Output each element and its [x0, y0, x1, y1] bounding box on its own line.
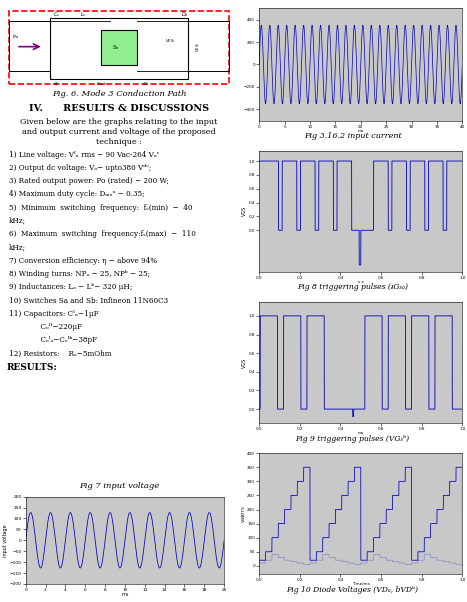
Text: $i_{Db}$: $i_{Db}$: [142, 81, 149, 88]
Text: IV.      RESULTS & DISCUSSIONS: IV. RESULTS & DISCUSSIONS: [29, 104, 209, 113]
Text: Cₒᴵₐ−Cₒᴵᵇ−38pF: Cₒᴵₐ−Cₒᴵᵇ−38pF: [9, 336, 98, 344]
Text: 4) Maximum duty cycle: Dₘₐˣ − 0.35;: 4) Maximum duty cycle: Dₘₐˣ − 0.35;: [9, 190, 145, 199]
Text: RESULTS:: RESULTS:: [7, 363, 58, 371]
Text: and output current and voltage of the proposed: and output current and voltage of the pr…: [22, 128, 216, 136]
Bar: [50, 18, 188, 79]
Text: Fig 7 input voltage: Fig 7 input voltage: [79, 482, 159, 490]
Text: $C_{ossb}$: $C_{ossb}$: [96, 81, 107, 88]
Text: Fig 9 triggering pulses (VGₛᵇ): Fig 9 triggering pulses (VGₛᵇ): [296, 435, 410, 442]
Text: 10) Switches Sa and Sb: Infineon 11N60C3: 10) Switches Sa and Sb: Infineon 11N60C3: [9, 296, 169, 305]
Y-axis label: VGS: VGS: [242, 206, 247, 216]
Text: 11) Capacitors: Cᴵₙ−1μF: 11) Capacitors: Cᴵₙ−1μF: [9, 309, 99, 318]
Text: 12) Resistors:    Rₒ−5mOhm: 12) Resistors: Rₒ−5mOhm: [9, 349, 112, 358]
Y-axis label: VWATTS: VWATTS: [242, 505, 246, 522]
Text: Fig. 6. Mode 3 Conduction Path: Fig. 6. Mode 3 Conduction Path: [52, 90, 186, 98]
Bar: [101, 31, 137, 64]
Text: 3) Rated output power: Po (rated) − 200 W;: 3) Rated output power: Po (rated) − 200 …: [9, 177, 169, 185]
Text: $C_s$: $C_s$: [53, 11, 60, 19]
Text: 8) Winding turns: NPₐ − 25, NPᵇ − 25;: 8) Winding turns: NPₐ − 25, NPᵇ − 25;: [9, 270, 150, 278]
Text: $V_{DSb}$: $V_{DSb}$: [195, 42, 202, 52]
Text: 7) Conversion efficiency: η − above 94%: 7) Conversion efficiency: η − above 94%: [9, 256, 157, 265]
Text: kHz;: kHz;: [9, 217, 26, 225]
X-axis label: ms: ms: [121, 592, 128, 597]
Text: Given below are the graphs relating to the input: Given below are the graphs relating to t…: [21, 119, 218, 126]
Text: Cₒᴵᵗ−220μF: Cₒᴵᵗ−220μF: [9, 323, 82, 331]
Text: Fig 3.16.2 input current: Fig 3.16.2 input current: [304, 132, 402, 140]
Text: $i_{Sb}$: $i_{Sb}$: [53, 81, 59, 88]
X-axis label: Time/ms: Time/ms: [352, 583, 370, 586]
Text: $L_s$: $L_s$: [80, 11, 86, 19]
X-axis label: ms: ms: [358, 431, 364, 435]
Y-axis label: VGS: VGS: [242, 358, 247, 368]
Text: kHz;: kHz;: [9, 243, 26, 252]
Text: 9) Inductances: Lₐ − Lᵇ− 320 μH;: 9) Inductances: Lₐ − Lᵇ− 320 μH;: [9, 283, 133, 291]
Text: technique :: technique :: [96, 138, 142, 146]
Text: $i_{Pa}$: $i_{Pa}$: [12, 33, 19, 42]
Text: 1) Line voltage: Vᴵₙ rms − 90 Vac-264 Vₐᶜ: 1) Line voltage: Vᴵₙ rms − 90 Vac-264 Vₐ…: [9, 150, 159, 159]
Text: Fig 8 triggering pulses (ᵻGₛₐ): Fig 8 triggering pulses (ᵻGₛₐ): [297, 284, 408, 291]
Text: $V_{DSb}$: $V_{DSb}$: [165, 37, 176, 45]
Text: 5)  Minimum  switching  frequency:  fₛ(min)  −  40: 5) Minimum switching frequency: fₛ(min) …: [9, 203, 193, 212]
Text: 2) Output dc voltage: Vₒ− upto380 Vᵈᶜ;: 2) Output dc voltage: Vₒ− upto380 Vᵈᶜ;: [9, 164, 151, 172]
Text: $S_b$: $S_b$: [112, 43, 119, 52]
Text: 6)  Maximum  switching  frequency:fₛ(max)  −  110: 6) Maximum switching frequency:fₛ(max) −…: [9, 230, 196, 238]
Y-axis label: input voltage: input voltage: [3, 524, 8, 557]
X-axis label: s x: s x: [358, 280, 364, 284]
Text: Fig 10 Diode Voltages (VDₐ, bVDᵇ): Fig 10 Diode Voltages (VDₐ, bVDᵇ): [287, 586, 418, 594]
Text: $D_b$: $D_b$: [181, 11, 189, 19]
X-axis label: ms: ms: [358, 129, 364, 132]
